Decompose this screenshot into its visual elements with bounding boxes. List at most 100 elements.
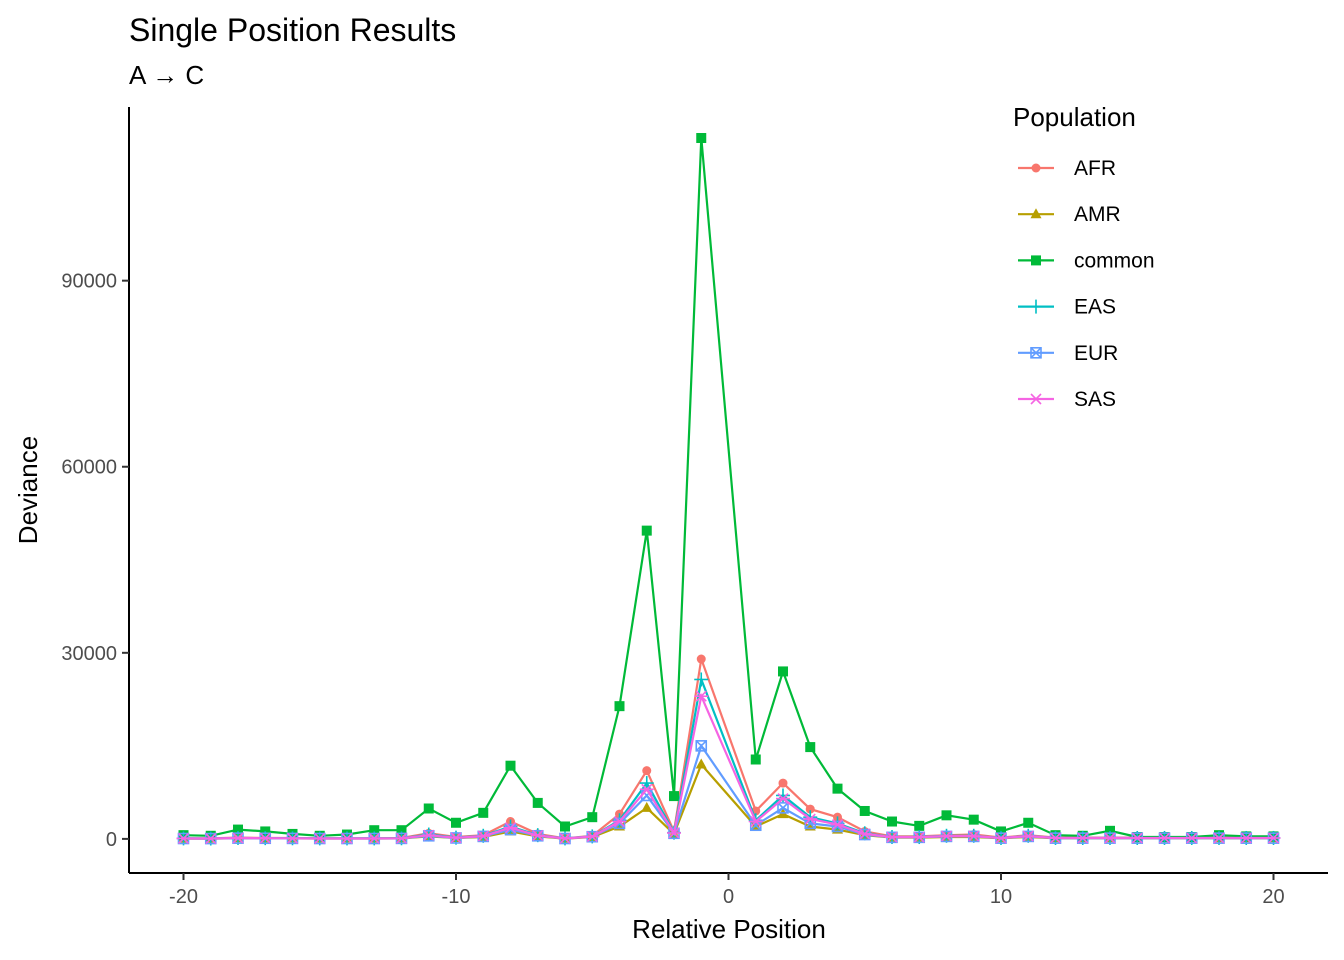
data-point-EUR-stroke	[777, 802, 789, 814]
legend-key-marker	[1031, 255, 1041, 266]
data-point-AFR	[778, 778, 788, 788]
y-axis-title: Deviance	[13, 436, 43, 544]
data-point-EUR	[613, 817, 626, 830]
x-axis-title: Relative Position	[632, 914, 826, 944]
data-point-common-shape	[451, 817, 461, 828]
data-point-common-shape	[641, 525, 652, 536]
data-point-AMR-shape	[641, 801, 653, 812]
data-point-SAS-stroke	[259, 832, 271, 844]
y-tick-label: 0	[106, 829, 117, 851]
data-point-SAS	[1239, 832, 1254, 844]
data-point-SAS	[340, 832, 354, 845]
data-point-common-shape	[968, 814, 979, 825]
data-point-SAS	[558, 832, 572, 845]
data-point-SAS-stroke	[1240, 832, 1252, 844]
data-point-SAS-stroke	[1131, 832, 1143, 844]
data-point-EAS	[694, 672, 709, 687]
data-point-SAS	[803, 813, 818, 825]
data-point-SAS	[421, 829, 436, 841]
legend-key-marker-shape	[1031, 163, 1041, 173]
data-point-SAS-stroke	[532, 829, 544, 842]
data-point-SAS	[748, 815, 763, 828]
data-point-SAS	[1075, 832, 1090, 844]
data-point-SAS-stroke	[368, 832, 380, 845]
legend-key-marker-stroke	[1030, 347, 1042, 359]
data-point-common	[914, 820, 925, 831]
data-point-SAS	[1266, 832, 1281, 844]
data-point-SAS-stroke	[750, 815, 762, 828]
data-point-common-shape	[233, 824, 243, 835]
data-point-SAS-stroke	[314, 832, 326, 845]
data-point-AMR	[641, 801, 653, 812]
y-tick-label: 60000	[61, 457, 117, 479]
data-point-SAS	[776, 793, 790, 805]
data-point-SAS-stroke	[1022, 830, 1034, 842]
data-point-SAS-stroke	[504, 822, 517, 834]
data-point-EUR-stroke	[831, 820, 844, 833]
legend-label: EUR	[1074, 342, 1118, 365]
data-point-SAS	[830, 819, 845, 831]
data-point-SAS	[1021, 830, 1036, 842]
data-point-AFR	[805, 804, 815, 814]
data-point-AFR-shape	[642, 766, 652, 776]
data-point-common-shape	[532, 797, 543, 808]
data-point-SAS-stroke	[1104, 832, 1116, 844]
data-point-AFR-shape	[805, 804, 815, 814]
data-point-SAS	[394, 832, 409, 844]
x-tick-label: -10	[442, 886, 471, 908]
data-point-common	[451, 817, 461, 828]
data-point-common	[532, 797, 543, 808]
x-tick-label: 20	[1262, 886, 1284, 908]
data-point-SAS-stroke	[859, 828, 871, 840]
data-point-SAS-stroke	[286, 832, 299, 844]
data-point-SAS-stroke	[995, 832, 1007, 844]
data-point-common	[396, 825, 407, 836]
data-point-common-shape	[423, 803, 434, 814]
legend-key-marker-shape	[1030, 346, 1042, 359]
data-point-EUR-shape	[695, 740, 708, 752]
data-point-SAS	[258, 832, 273, 844]
data-point-SAS-stroke	[232, 832, 244, 844]
legend-label: common	[1074, 249, 1155, 272]
data-point-SAS	[966, 830, 981, 842]
data-point-EUR-stroke	[504, 824, 517, 836]
data-point-SAS	[694, 690, 709, 702]
data-point-common-shape	[778, 666, 788, 677]
legend-item-common: common	[1018, 249, 1155, 272]
data-point-common	[887, 816, 897, 827]
data-point-SAS-stroke	[968, 830, 980, 842]
data-point-common-shape	[396, 825, 407, 836]
legend-label: SAS	[1074, 388, 1116, 411]
series-SAS	[176, 690, 1281, 845]
data-point-SAS-stroke	[1077, 832, 1089, 844]
series-line-SAS	[183, 692, 1274, 840]
data-point-SAS	[885, 831, 899, 843]
legend-key-marker	[1029, 299, 1043, 314]
data-point-SAS-stroke	[886, 831, 898, 843]
data-point-common-shape	[832, 783, 843, 794]
data-point-SAS	[449, 832, 463, 844]
data-point-common	[941, 810, 952, 821]
legend: Population AFR AMR common EAS EUR SAS	[1013, 102, 1155, 411]
data-point-AMR-shape	[695, 758, 707, 769]
legend-item-SAS: SAS	[1018, 388, 1116, 411]
data-point-common	[233, 824, 243, 835]
data-point-common	[696, 133, 707, 144]
data-point-common-shape	[696, 133, 707, 144]
data-point-SAS-stroke	[1213, 832, 1225, 844]
x-tick-label: 0	[723, 886, 734, 908]
data-point-SAS-stroke	[205, 832, 217, 845]
data-point-AFR-shape	[778, 778, 788, 788]
data-point-SAS-stroke	[477, 830, 489, 842]
data-point-SAS	[994, 832, 1008, 844]
data-point-EUR-stroke	[695, 740, 707, 752]
data-point-SAS-stroke	[177, 832, 190, 845]
legend-label: AMR	[1074, 203, 1121, 226]
data-point-common	[1023, 817, 1034, 828]
data-point-SAS-stroke	[1267, 832, 1280, 844]
data-point-EAS	[776, 788, 790, 803]
data-point-common-shape	[1105, 825, 1115, 836]
data-point-SAS-stroke	[559, 832, 571, 845]
legend-key-marker	[1031, 163, 1041, 173]
